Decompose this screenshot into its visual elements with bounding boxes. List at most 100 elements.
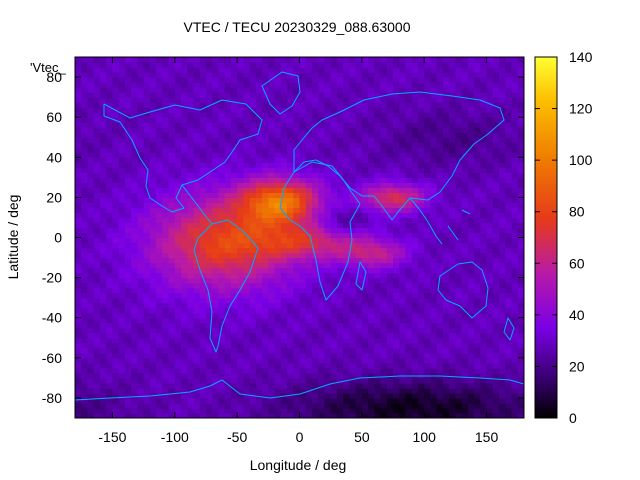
heat-cell [499, 282, 506, 289]
heat-cell [486, 242, 494, 249]
heat-cell [311, 147, 319, 153]
heat-cell [511, 217, 519, 224]
heat-cell [380, 317, 388, 324]
heat-cell [205, 262, 213, 269]
heat-cell [511, 192, 519, 198]
heat-cell [262, 157, 269, 163]
heat-cell [299, 187, 307, 193]
heat-cell [262, 297, 269, 304]
heat-cell [411, 107, 419, 113]
heat-cell [442, 162, 450, 168]
heat-cell [368, 387, 375, 394]
heat-cell [393, 212, 400, 219]
heat-cell [106, 197, 114, 203]
heat-cell [424, 327, 432, 334]
heat-cell [124, 382, 132, 389]
heat-cell [230, 182, 238, 188]
heat-cell [199, 112, 207, 118]
heat-cell [75, 102, 82, 108]
heat-cell [162, 257, 170, 264]
heat-cell [81, 392, 89, 399]
heat-cell [486, 122, 494, 128]
heat-cell [205, 127, 213, 133]
heat-cell [318, 307, 326, 314]
heat-cell [486, 342, 494, 349]
heat-cell [255, 172, 263, 178]
heat-cell [393, 322, 400, 329]
heat-cell [517, 372, 524, 379]
heat-cell [181, 317, 188, 324]
heat-cell [442, 102, 450, 108]
heat-cell [343, 257, 350, 264]
heat-cell [311, 102, 319, 108]
heat-cell [442, 332, 450, 339]
heat-cell [243, 272, 251, 279]
heat-cell [430, 392, 438, 399]
heat-cell [224, 212, 232, 219]
heat-cell [81, 412, 89, 418]
heat-cell [436, 112, 444, 118]
heat-cell [480, 247, 488, 254]
heat-cell [505, 227, 513, 234]
heat-cell [99, 282, 107, 289]
heat-cell [287, 167, 294, 173]
heat-cell [349, 402, 357, 409]
heat-cell [181, 397, 188, 404]
heat-cell [87, 377, 95, 384]
heat-cell [124, 387, 132, 394]
heat-cell [424, 77, 432, 83]
heat-cell [305, 162, 313, 168]
heat-cell [355, 302, 363, 309]
heat-cell [474, 247, 481, 254]
heat-cell [424, 272, 432, 279]
heat-cell [168, 412, 176, 418]
heat-cell [324, 267, 332, 274]
heat-cell [187, 337, 195, 344]
heat-cell [449, 177, 457, 183]
heat-cell [143, 262, 151, 269]
heat-cell [143, 382, 151, 389]
heat-cell [474, 117, 481, 123]
heat-cell [324, 287, 332, 294]
heat-cell [237, 142, 244, 148]
heat-cell [193, 307, 201, 314]
heat-cell [268, 72, 276, 78]
heat-cell [81, 247, 89, 254]
heat-cell [511, 167, 519, 173]
heat-cell [474, 332, 481, 339]
heat-cell [368, 82, 375, 88]
heat-cell [405, 357, 413, 364]
heat-cell [305, 187, 313, 193]
heat-cell [430, 82, 438, 88]
heat-cell [486, 207, 494, 214]
heat-cell [280, 87, 288, 93]
heat-cell [187, 217, 195, 224]
heat-cell [212, 147, 220, 153]
heat-cell [212, 127, 220, 133]
heat-cell [224, 387, 232, 394]
heat-cell [287, 192, 294, 198]
heat-cell [380, 242, 388, 249]
heat-cell [492, 137, 500, 143]
heat-cell [311, 387, 319, 394]
heat-cell [205, 362, 213, 369]
heat-cell [318, 342, 326, 349]
heat-cell [112, 207, 120, 214]
heat-cell [480, 267, 488, 274]
heat-cell [405, 397, 413, 404]
heat-cell [386, 242, 394, 249]
heat-cell [393, 157, 400, 163]
heat-cell [156, 347, 163, 354]
heat-cell [374, 347, 382, 354]
heat-cell [212, 352, 220, 359]
heat-cell [517, 167, 524, 173]
heat-cell [480, 222, 488, 229]
heat-cell [181, 72, 188, 78]
heat-cell [193, 197, 201, 203]
heat-cell [505, 257, 513, 264]
heat-cell [511, 252, 519, 259]
heat-cell [293, 332, 301, 339]
heat-cell [417, 217, 425, 224]
heat-cell [280, 312, 288, 319]
heat-cell [205, 192, 213, 198]
